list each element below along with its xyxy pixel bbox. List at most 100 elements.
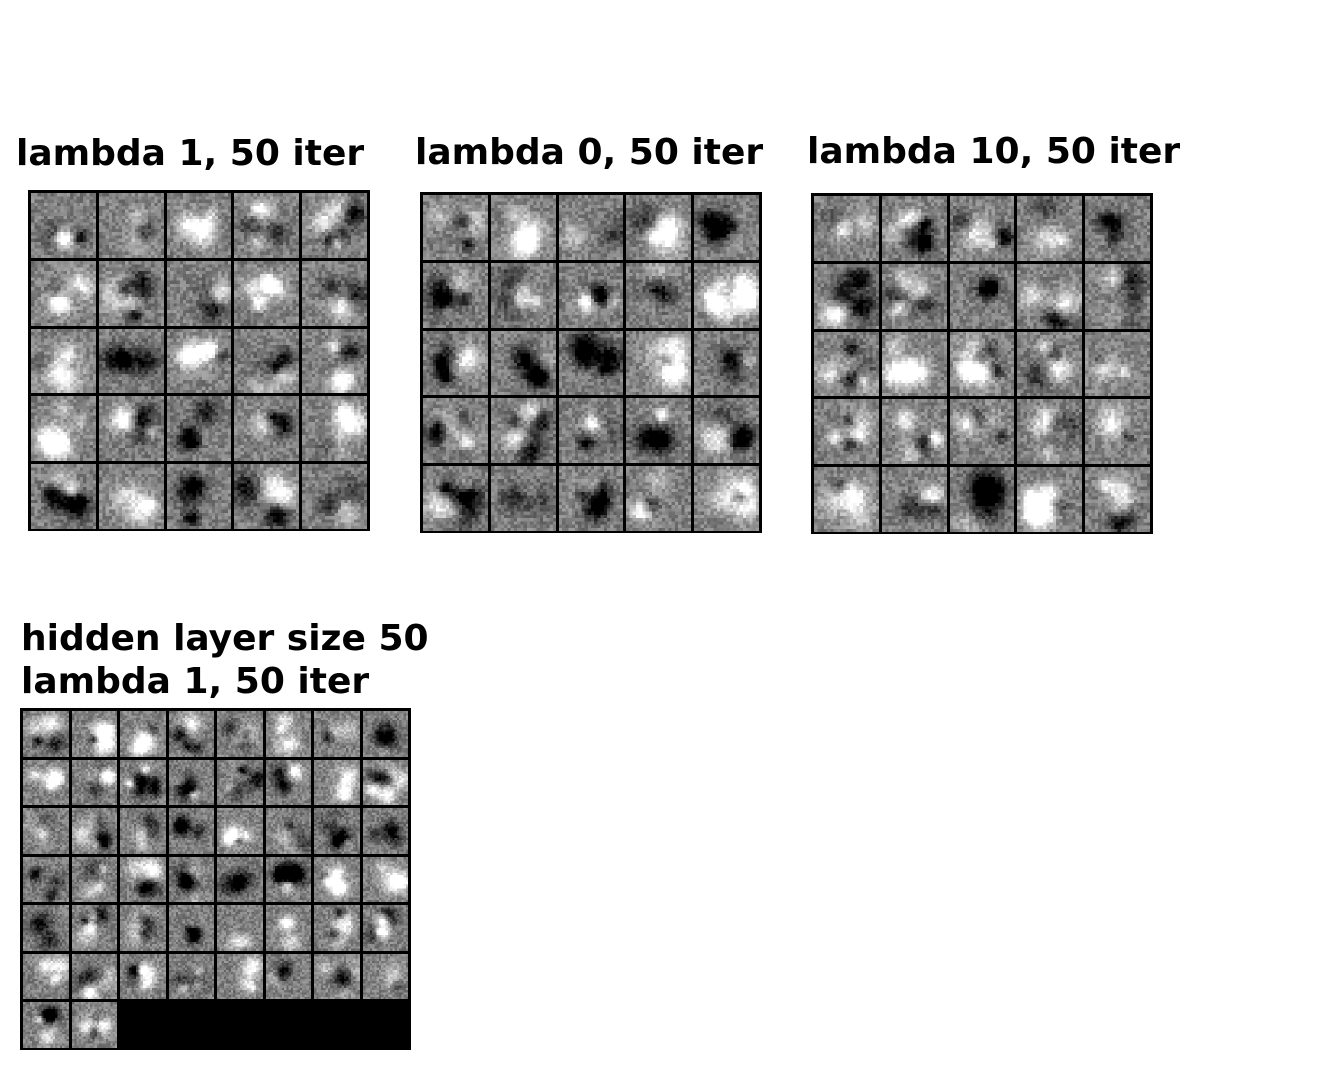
weight-tile [234, 193, 299, 258]
weight-tile [423, 466, 488, 531]
weight-tile [169, 808, 215, 854]
weight-tile [882, 196, 947, 261]
panel-title-lambda-1: lambda 1, 50 iter [16, 132, 364, 175]
weight-tile [23, 857, 69, 903]
weight-tile [99, 193, 164, 258]
weight-tile [814, 467, 879, 532]
weight-tile [363, 760, 409, 806]
weight-tile [626, 195, 691, 260]
weight-tile [1085, 196, 1150, 261]
weight-tile [694, 398, 759, 463]
weight-tile [314, 857, 360, 903]
weight-tile [266, 857, 312, 903]
weight-tile [23, 808, 69, 854]
weight-tile [559, 466, 624, 531]
weight-tile [491, 331, 556, 396]
weight-tile [314, 711, 360, 757]
weight-tile [72, 760, 118, 806]
weight-tile [31, 396, 96, 461]
weight-tile [167, 396, 232, 461]
hidden-weights-grid-lambda-10 [811, 193, 1153, 534]
weight-tile [31, 329, 96, 394]
hidden-weights-grid-hidden-50 [20, 708, 411, 1050]
weight-tile [1017, 399, 1082, 464]
weight-tile [694, 466, 759, 531]
weight-tile [217, 711, 263, 757]
weight-tile [31, 193, 96, 258]
weight-tile [266, 954, 312, 1000]
weight-tile [120, 711, 166, 757]
weight-tile [266, 905, 312, 951]
weight-tile [363, 711, 409, 757]
weight-tile [1017, 264, 1082, 329]
weight-tile [99, 464, 164, 529]
weight-tile [314, 954, 360, 1000]
weight-tile [814, 332, 879, 397]
weight-tile [950, 196, 1015, 261]
weight-tile [72, 711, 118, 757]
weight-tile [23, 711, 69, 757]
weight-tile [1085, 332, 1150, 397]
weight-tile [234, 261, 299, 326]
weight-tile [950, 264, 1015, 329]
weight-tile [23, 905, 69, 951]
weight-tile [72, 857, 118, 903]
weight-tile [234, 329, 299, 394]
weight-tile [423, 195, 488, 260]
weight-tile [302, 261, 367, 326]
panel-title-lambda-10: lambda 10, 50 iter [807, 130, 1180, 173]
weight-tile [950, 467, 1015, 532]
weight-tile [217, 808, 263, 854]
weight-tile [882, 332, 947, 397]
weight-tile [167, 464, 232, 529]
weight-tile [1085, 467, 1150, 532]
weight-tile [491, 195, 556, 260]
weight-tile [169, 905, 215, 951]
weight-tile [23, 760, 69, 806]
weight-tile [694, 331, 759, 396]
weight-tile [217, 857, 263, 903]
weight-tile [99, 261, 164, 326]
weight-tile [1085, 264, 1150, 329]
weight-tile [314, 760, 360, 806]
weight-tile [626, 466, 691, 531]
weight-tile [72, 954, 118, 1000]
weight-tile [314, 808, 360, 854]
weight-tile [491, 466, 556, 531]
weight-tile [363, 954, 409, 1000]
weight-tile [423, 263, 488, 328]
panel-title-lambda-0: lambda 0, 50 iter [415, 131, 763, 174]
weight-tile [72, 1002, 118, 1048]
weight-tile [950, 332, 1015, 397]
weight-tile [423, 398, 488, 463]
panel-title-hidden-50: hidden layer size 50 lambda 1, 50 iter [21, 617, 429, 703]
weight-tile [950, 399, 1015, 464]
weight-tile [1017, 467, 1082, 532]
weight-tile [99, 329, 164, 394]
weight-tile [167, 329, 232, 394]
weight-tile [234, 464, 299, 529]
weight-tile [882, 399, 947, 464]
weight-tile [1017, 196, 1082, 261]
weight-tile [302, 464, 367, 529]
weight-tile [99, 396, 164, 461]
panel-title-line-2: lambda 1, 50 iter [21, 661, 369, 702]
weight-tile [363, 857, 409, 903]
weight-tile [302, 329, 367, 394]
weight-tile [694, 195, 759, 260]
weight-tile [266, 711, 312, 757]
weight-tile [626, 331, 691, 396]
weight-tile [217, 760, 263, 806]
weight-tile [120, 857, 166, 903]
weight-tile [882, 467, 947, 532]
weight-tile [120, 760, 166, 806]
weight-tile [234, 396, 299, 461]
weight-tile [120, 905, 166, 951]
weight-tile [167, 193, 232, 258]
weight-tile [491, 263, 556, 328]
weight-tile [72, 808, 118, 854]
weight-tile [559, 398, 624, 463]
weight-tile [266, 808, 312, 854]
weight-tile [491, 398, 556, 463]
weight-tile [363, 808, 409, 854]
